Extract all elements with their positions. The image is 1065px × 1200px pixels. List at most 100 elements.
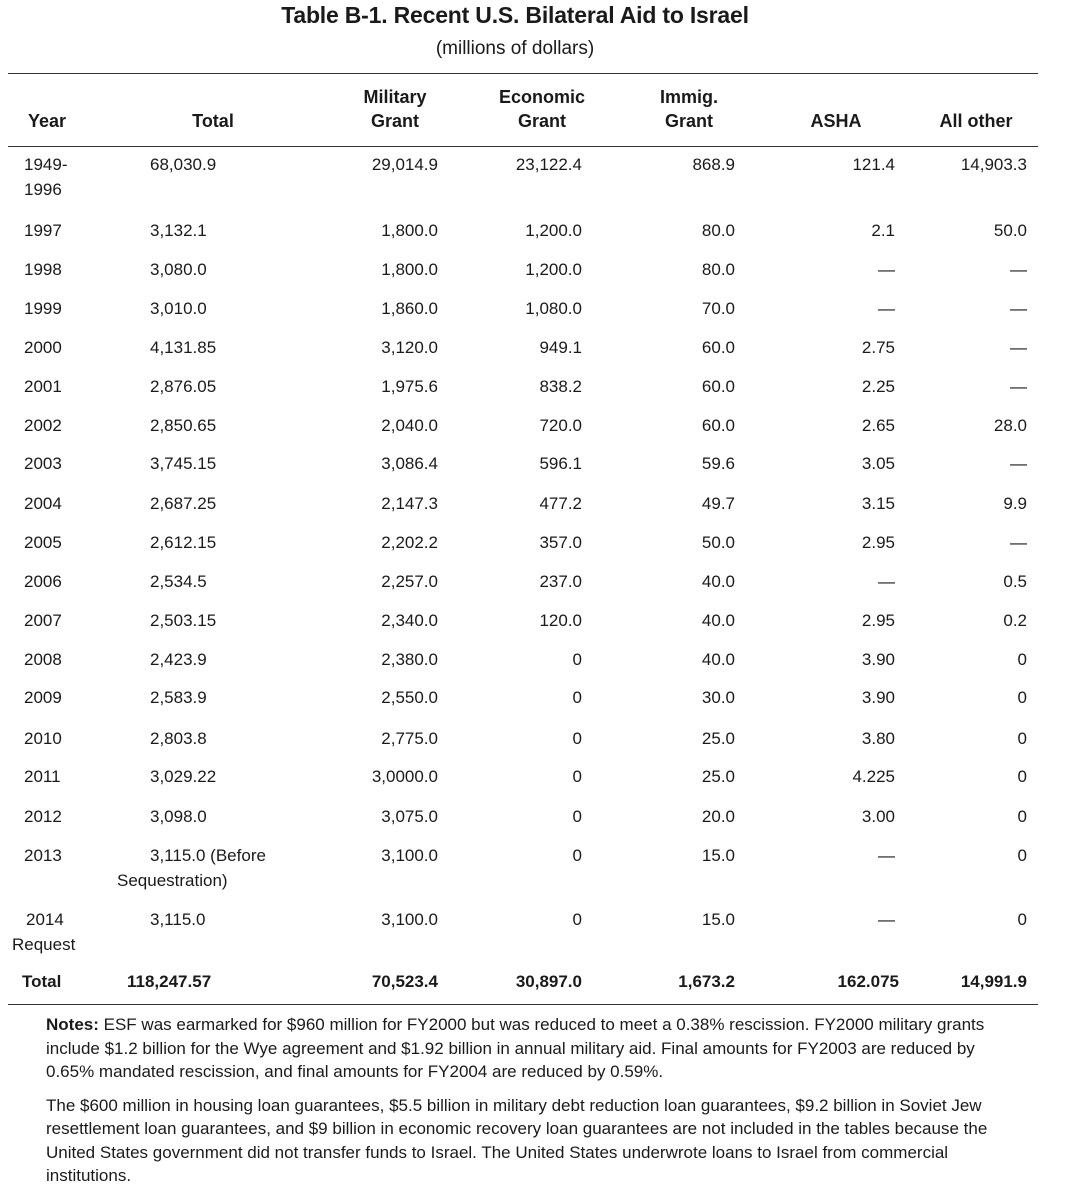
column-header-line1: Military	[363, 87, 427, 107]
cell-asha: 2.75	[861, 338, 895, 357]
cell-asha: 2.95	[861, 611, 895, 630]
cell-other: 0	[1017, 910, 1027, 929]
cell-asha: 2.65	[861, 416, 895, 435]
header-rule	[8, 146, 1038, 147]
cell-military: 1,975.6	[381, 377, 438, 396]
cell-immig: 70.0	[701, 299, 735, 318]
cell-total: 68,030.9	[150, 155, 217, 174]
cell-total: 2,534.5	[150, 572, 207, 591]
cell-military: 1,800.0	[381, 221, 438, 240]
cell-year: 2011	[24, 767, 61, 786]
cell-total: 3,115.0	[150, 910, 206, 929]
cell-immig: 20.0	[701, 807, 735, 826]
cell-military: 1,800.0	[381, 260, 438, 279]
cell-total: 2,612.15	[150, 533, 217, 552]
cell-total: 3,745.15	[150, 454, 217, 473]
cell-asha: 121.4	[852, 155, 895, 174]
cell-asha: —	[878, 910, 895, 929]
cell-year: 2000	[24, 338, 62, 357]
cell-economic: 477.2	[539, 494, 582, 513]
cell-total: Sequestration)	[117, 871, 228, 890]
totals-other: 14,991.9	[960, 972, 1027, 991]
cell-immig: 50.0	[701, 533, 735, 552]
cell-immig: 868.9	[692, 155, 735, 174]
cell-year: 1996	[24, 180, 62, 199]
cell-asha: —	[878, 846, 895, 865]
column-header: All other	[939, 111, 1013, 131]
cell-total: 3,115.0 (Before	[150, 846, 266, 865]
column-header: Total	[192, 111, 234, 131]
column-header-line1: Economic	[498, 87, 586, 107]
cell-other: 0	[1017, 846, 1027, 865]
cell-military: 3,086.4	[381, 454, 438, 473]
cell-year: 1998	[24, 260, 62, 279]
totals-asha: 162.075	[837, 972, 899, 991]
cell-other: 14,903.3	[960, 155, 1027, 174]
cell-total: 3,098.0	[150, 807, 207, 826]
notes-section: Notes: ESF was earmarked for $960 millio…	[46, 1013, 1021, 1198]
notes-paragraph-1: Notes: ESF was earmarked for $960 millio…	[46, 1013, 1021, 1084]
totals-military: 70,523.4	[371, 972, 438, 991]
cell-asha: 2.1	[871, 221, 895, 240]
cell-year: Request	[12, 935, 76, 954]
cell-other: 0	[1017, 729, 1027, 748]
cell-year: 2007	[24, 611, 62, 630]
cell-military: 3,0000.0	[371, 767, 438, 786]
cell-asha: —	[878, 572, 895, 591]
cell-year: 2008	[24, 650, 62, 669]
cell-military: 2,550.0	[381, 688, 438, 707]
cell-year: 1949-	[24, 155, 68, 174]
cell-other: 0	[1017, 807, 1027, 826]
cell-economic: 720.0	[539, 416, 582, 435]
cell-economic: 23,122.4	[515, 155, 582, 174]
cell-military: 3,100.0	[381, 846, 438, 865]
cell-economic: 596.1	[539, 454, 582, 473]
top-rule	[8, 73, 1038, 74]
cell-economic: 0	[572, 910, 582, 929]
column-header-line1: Immig.	[659, 87, 718, 107]
column-header: Grant	[664, 111, 713, 131]
column-header: ASHA	[810, 111, 862, 131]
cell-year: 1999	[24, 299, 62, 318]
notes-paragraph-2: The $600 million in housing loan guarant…	[46, 1095, 988, 1186]
cell-immig: 49.7	[701, 494, 735, 513]
cell-other: 9.9	[1003, 494, 1027, 513]
cell-economic: 0	[572, 807, 582, 826]
bottom-rule	[8, 1004, 1038, 1005]
cell-military: 2,775.0	[381, 729, 438, 748]
cell-other: —	[1010, 338, 1027, 357]
cell-total: 2,850.65	[150, 416, 217, 435]
table-title: Table B-1. Recent U.S. Bilateral Aid to …	[281, 2, 749, 28]
cell-immig: 80.0	[701, 260, 735, 279]
cell-economic: 838.2	[539, 377, 582, 396]
cell-asha: 3.80	[861, 729, 895, 748]
cell-year: 2014	[26, 910, 64, 929]
cell-total: 3,132.1	[150, 221, 207, 240]
cell-economic: 0	[572, 767, 582, 786]
cell-economic: 0	[572, 846, 582, 865]
cell-military: 3,100.0	[381, 910, 438, 929]
cell-asha: —	[878, 260, 895, 279]
cell-other: 0	[1017, 767, 1027, 786]
cell-military: 2,340.0	[381, 611, 438, 630]
cell-total: 3,080.0	[150, 260, 207, 279]
cell-immig: 40.0	[701, 611, 735, 630]
cell-military: 2,147.3	[381, 494, 438, 513]
cell-economic: 949.1	[539, 338, 582, 357]
totals-immig: 1,673.2	[678, 972, 735, 991]
cell-year: 1997	[24, 221, 62, 240]
cell-year: 2006	[24, 572, 62, 591]
cell-year: 2010	[24, 729, 62, 748]
table-subtitle: (millions of dollars)	[435, 38, 595, 59]
cell-total: 2,876.05	[150, 377, 217, 396]
cell-immig: 25.0	[701, 729, 735, 748]
cell-military: 3,120.0	[381, 338, 438, 357]
cell-immig: 60.0	[701, 416, 735, 435]
cell-other: 0.2	[1003, 611, 1027, 630]
cell-military: 2,202.2	[381, 533, 438, 552]
cell-immig: 15.0	[701, 910, 735, 929]
cell-immig: 59.6	[701, 454, 735, 473]
cell-year: 2004	[24, 494, 62, 513]
column-header: Year	[27, 111, 67, 131]
cell-asha: —	[878, 299, 895, 318]
